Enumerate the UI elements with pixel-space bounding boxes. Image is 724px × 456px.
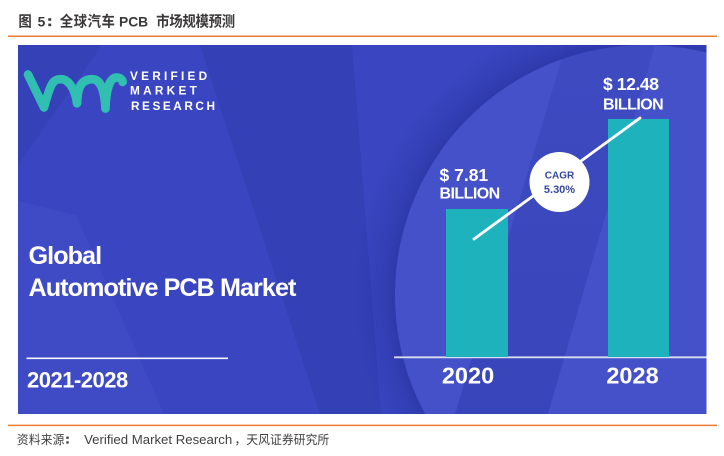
svg-text:BILLION: BILLION [440,186,500,203]
svg-text:5.30%: 5.30% [544,184,575,196]
svg-text:2028: 2028 [606,363,658,389]
svg-text:Verified Market Research: Verified Market Research [84,432,232,447]
svg-text:VERIFIED: VERIFIED [130,69,210,83]
svg-text:2021-2028: 2021-2028 [27,367,128,392]
svg-text:CAGR: CAGR [545,171,575,182]
svg-text:RESEARCH: RESEARCH [131,99,218,113]
svg-text:Global: Global [29,242,102,270]
svg-text:Automotive PCB Market: Automotive PCB Market [29,274,298,302]
svg-text:$ 7.81: $ 7.81 [440,165,489,185]
svg-text:5: 5 [38,14,46,29]
svg-text:PCB: PCB [119,14,148,29]
svg-text:BILLION: BILLION [603,97,663,114]
svg-text:MARKET: MARKET [130,83,200,97]
svg-text:$ 12.48: $ 12.48 [603,74,659,94]
svg-text:2020: 2020 [442,363,494,389]
